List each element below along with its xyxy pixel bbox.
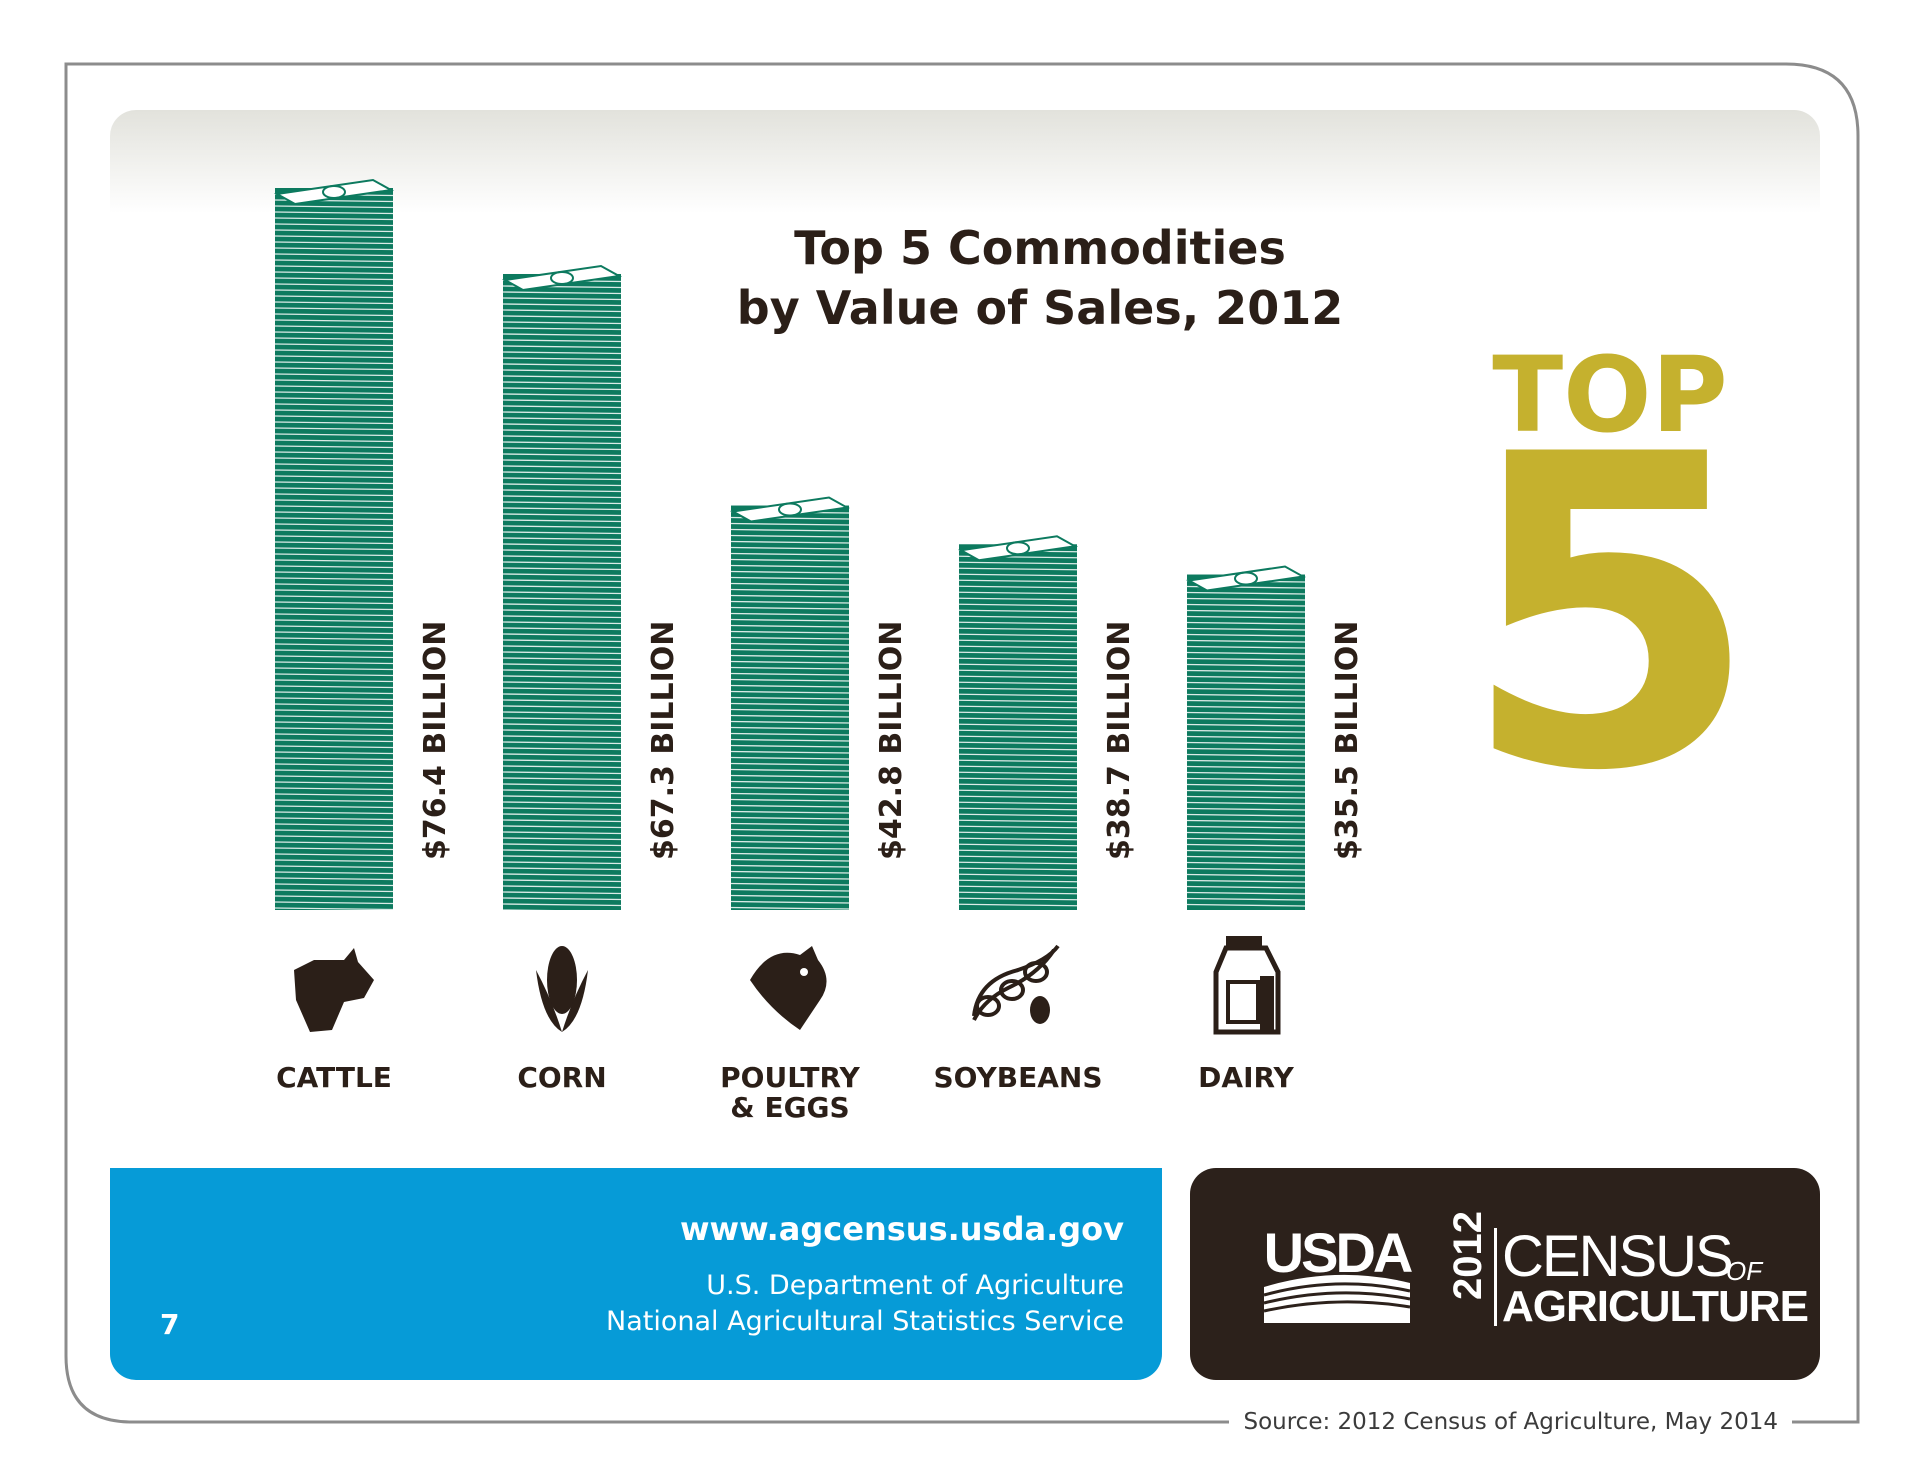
source-note: Source: 2012 Census of Agriculture, May … [1229,1409,1792,1435]
usda-logo-icon [1263,1274,1411,1323]
census-agriculture: AGRICULTURE [1502,1282,1809,1331]
logo-divider [1494,1228,1497,1326]
chart-title: Top 5 Commodities [794,221,1286,275]
category-label-2: POULTRY & EGGS [720,1061,860,1124]
bar-1 [501,264,623,913]
category-label-1: CORN [517,1061,607,1094]
category-label-4: DAIRY [1198,1061,1294,1094]
census-of: OF [1726,1256,1763,1286]
category-label-0: CATTLE [276,1061,392,1094]
bar-4 [1185,565,1307,910]
soybean-icon [972,944,1060,1024]
milk-carton-icon [1213,936,1281,1035]
page-number: 7 [160,1308,180,1341]
agency-name: U.S. Department of Agriculture [706,1270,1124,1301]
data-label-2: $42.8 BILLION [874,621,909,860]
census-year: 2012 [1446,1211,1490,1300]
bar-3 [957,535,1079,910]
footer-blue-band [110,1168,1162,1380]
corn-icon [536,946,588,1032]
data-label-3: $38.7 BILLION [1102,621,1137,860]
agency-service-name: National Agricultural Statistics Service [606,1306,1124,1337]
top-badge-word: TOP [1492,334,1728,456]
bar-0 [273,178,395,911]
bar-2 [729,496,851,910]
census-word: CENSUS [1502,1224,1734,1289]
chart-subtitle: by Value of Sales, 2012 [736,281,1344,335]
data-label-0: $76.4 BILLION [418,621,453,860]
data-label-4: $35.5 BILLION [1330,621,1365,860]
category-label-3: SOYBEANS [933,1061,1103,1094]
website-link[interactable]: www.agcensus.usda.gov [679,1210,1124,1248]
usda-logo-text: USDA [1263,1221,1414,1284]
top-badge-number: 5 [1460,365,1760,865]
cow-icon [294,948,374,1032]
data-label-1: $67.3 BILLION [646,621,681,860]
chicken-icon [750,946,827,1030]
footer-logo-band [1190,1168,1820,1380]
